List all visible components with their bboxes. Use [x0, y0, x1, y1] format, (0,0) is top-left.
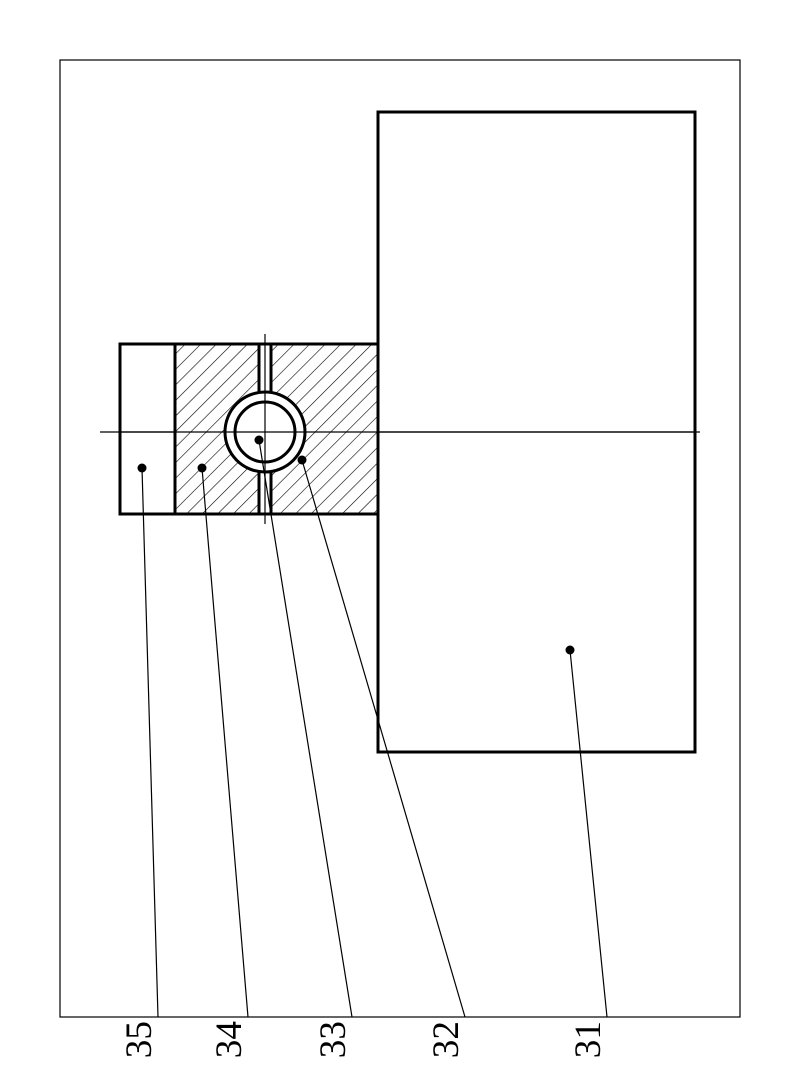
leader-line-33: [259, 440, 352, 1017]
engineering-diagram: 31 32 33 34 35: [0, 0, 800, 1077]
leader-label-33: 33: [313, 1021, 354, 1058]
leader-label-32: 32: [426, 1021, 467, 1058]
end-block: [120, 344, 175, 514]
leader-line-34: [202, 468, 248, 1017]
leader-line-35: [142, 468, 158, 1017]
leader-label-35: 35: [119, 1021, 160, 1058]
leader-label-31: 31: [568, 1021, 609, 1058]
leader-label-34: 34: [209, 1021, 250, 1059]
